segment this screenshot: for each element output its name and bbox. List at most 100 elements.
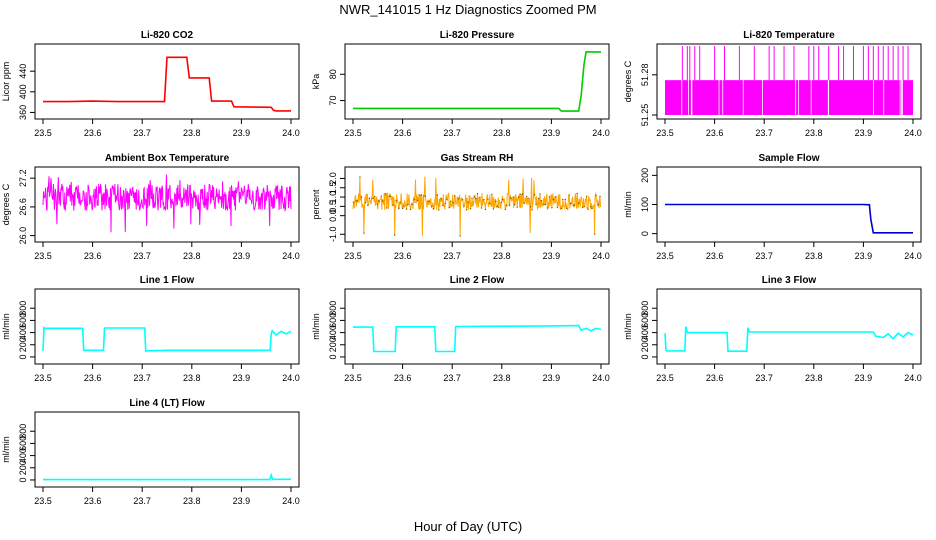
- data-point: [527, 197, 529, 199]
- y-tick-label: 0.5: [328, 200, 338, 213]
- data-layer: [353, 51, 601, 112]
- data-band: [665, 80, 913, 115]
- data-point: [380, 195, 382, 197]
- y-tick: 0: [18, 477, 35, 482]
- data-point: [459, 235, 461, 237]
- data-point: [548, 196, 551, 198]
- y-tick-label: 1.0: [328, 191, 338, 204]
- data-point: [512, 196, 514, 198]
- figure-title: NWR_141015 1 Hz Diagnostics Zoomed PM: [339, 2, 596, 17]
- data-point: [388, 195, 390, 198]
- x-tick-label: 23.7: [133, 496, 151, 506]
- x-tick: 24.0: [592, 119, 610, 138]
- panel-pressure: Li-820 Pressure kPa 23.5 23.6 23.7 23.8 23.9 24…: [311, 30, 610, 138]
- x-tick-label: 23.5: [344, 373, 362, 383]
- data-point: [371, 198, 373, 200]
- x-tick: 23.8: [183, 487, 201, 506]
- x-tick: 23.9: [233, 119, 250, 138]
- y-axis-label: kPa: [311, 74, 321, 90]
- plot-frame: [344, 288, 610, 365]
- y-tick: -1.0: [328, 227, 345, 242]
- x-tick: 23.7: [443, 242, 461, 261]
- x-tick-label: 23.5: [656, 251, 674, 261]
- x-tick-label: 23.7: [133, 128, 151, 138]
- data-point: [504, 208, 506, 211]
- data-point: [583, 205, 585, 208]
- data-point: [448, 206, 450, 209]
- data-point: [544, 203, 547, 206]
- y-tick: 100: [640, 197, 657, 212]
- y-axis-label: ml/min: [623, 313, 633, 340]
- data-layer: [665, 46, 913, 115]
- series-line: [353, 324, 602, 353]
- x-tick-label: 23.8: [805, 128, 823, 138]
- x-tick: 23.9: [855, 242, 872, 261]
- x-tick: 23.5: [34, 242, 52, 261]
- y-axis-label: percent: [311, 189, 321, 220]
- x-tick: 24.0: [592, 242, 610, 261]
- y-tick-label: 100: [640, 197, 650, 212]
- x-tick: 23.7: [443, 119, 461, 138]
- y-tick: 200: [328, 337, 345, 352]
- x-tick-label: 23.5: [344, 128, 362, 138]
- x-tick-label: 23.7: [133, 373, 151, 383]
- x-tick-label: 23.7: [443, 251, 461, 261]
- data-point: [374, 195, 376, 198]
- x-tick-label: 24.0: [904, 373, 922, 383]
- x-tick: 23.8: [183, 242, 201, 261]
- x-tick: 24.0: [592, 364, 610, 383]
- x-tick-label: 24.0: [592, 128, 610, 138]
- y-tick-label: 440: [18, 64, 28, 79]
- x-tick-label: 23.5: [656, 373, 674, 383]
- data-point: [442, 204, 444, 207]
- data-point: [484, 208, 487, 211]
- series-line: [43, 56, 291, 112]
- x-tick-label: 23.9: [233, 373, 251, 383]
- x-tick-label: 23.7: [755, 128, 773, 138]
- data-point: [555, 196, 557, 198]
- data-point: [411, 203, 413, 205]
- data-layer: [43, 56, 291, 112]
- x-tick: 23.7: [755, 119, 773, 138]
- y-tick: 600: [328, 313, 345, 328]
- x-tick: 23.5: [344, 364, 362, 383]
- data-point: [572, 204, 574, 207]
- x-tick: 24.0: [282, 119, 300, 138]
- x-tick-label: 23.6: [84, 128, 102, 138]
- data-point: [457, 198, 460, 200]
- y-tick-label: 800: [18, 424, 28, 439]
- data-point: [446, 198, 448, 201]
- panel-co2: Li-820 CO2 Licor ppm 23.5 23.6 23.7 23.8 23.9 2…: [1, 30, 300, 138]
- data-point: [525, 195, 528, 198]
- x-tick-label: 23.7: [755, 251, 773, 261]
- y-tick-label: 360: [18, 105, 28, 120]
- panel-title: Li-820 Pressure: [440, 30, 515, 41]
- data-point: [423, 194, 425, 197]
- x-tick: 23.9: [543, 364, 560, 383]
- series-line: [352, 176, 601, 237]
- y-tick-label: 51.28: [640, 64, 650, 87]
- data-point: [420, 194, 423, 196]
- x-tick-label: 23.7: [443, 373, 461, 383]
- x-tick-label: 23.8: [183, 373, 201, 383]
- series-line: [42, 174, 292, 233]
- data-point: [560, 207, 563, 210]
- data-point: [467, 201, 469, 203]
- series-line: [42, 326, 292, 352]
- data-point: [475, 197, 477, 200]
- x-tick: 23.8: [805, 119, 823, 138]
- x-tick-label: 23.5: [34, 496, 52, 506]
- data-point: [352, 201, 355, 203]
- y-tick: 400: [18, 325, 35, 340]
- data-point: [415, 201, 417, 203]
- x-tick: 23.5: [344, 242, 362, 261]
- data-point: [595, 194, 597, 197]
- y-tick-label: 400: [18, 325, 28, 340]
- y-tick: 600: [18, 313, 35, 328]
- panel-title: Line 4 (LT) Flow: [129, 398, 205, 409]
- data-point: [407, 203, 409, 206]
- data-layer: [664, 326, 914, 353]
- y-tick: 800: [328, 301, 345, 316]
- x-tick-label: 23.6: [394, 128, 412, 138]
- x-tick: 23.5: [656, 242, 674, 261]
